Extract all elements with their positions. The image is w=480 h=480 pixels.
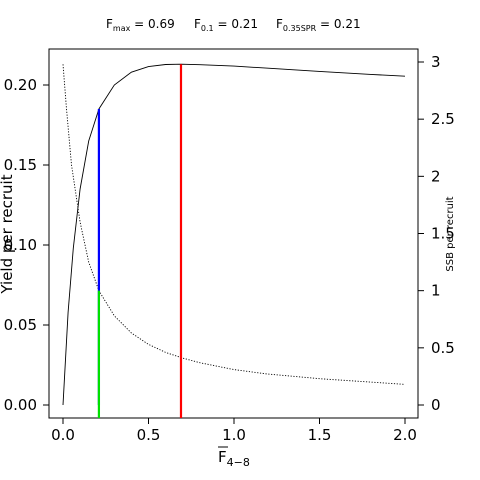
y2-tick-label: 1.5 <box>431 225 455 243</box>
y-tick-label: 0.00 <box>4 396 37 414</box>
x-tick-label: 2.0 <box>393 426 417 444</box>
yield-per-recruit-line <box>62 63 406 406</box>
title-item: F0.35SPR = 0.21 <box>276 17 361 33</box>
y2-tick-label: 0 <box>431 396 441 414</box>
chart-title: Fmax = 0.69 F0.1 = 0.21 F0.35SPR = 0.21 <box>106 17 361 33</box>
y-tick-label: 0.15 <box>4 156 37 174</box>
y-axis-left: 0.00 0.05 0.10 0.15 0.20 <box>4 76 49 414</box>
y-tick-label: 0.20 <box>4 76 37 94</box>
ssb-per-recruit-line <box>62 64 406 385</box>
reference-lines <box>97 64 183 418</box>
y2-tick-label: 3 <box>431 53 441 71</box>
series-layer <box>62 63 406 406</box>
title-item: F0.1 = 0.21 <box>194 17 258 33</box>
y2-tick-label: 0.5 <box>431 339 455 357</box>
x-axis: 0.0 0.5 1.0 1.5 2.0 <box>51 418 417 444</box>
y-axis-right: 0 0.5 1 1.5 2 2.5 3 <box>418 53 455 414</box>
x-tick-label: 0.5 <box>137 426 161 444</box>
x-tick-label: 1.5 <box>308 426 332 444</box>
y2-axis-label: SSB per recruit <box>445 196 456 271</box>
y-tick-label: 0.10 <box>4 236 37 254</box>
x-tick-label: 1.0 <box>222 426 246 444</box>
x-tick-label: 0.0 <box>51 426 75 444</box>
y2-tick-label: 2 <box>431 167 441 185</box>
x-label-text: F4−8 <box>218 448 250 469</box>
y2-tick-label: 2.5 <box>431 110 455 128</box>
plot-frame <box>48 48 419 419</box>
y-axis-label: Yield per recruit <box>0 174 16 294</box>
title-item: Fmax = 0.69 <box>106 17 175 33</box>
x-axis-label: F4−8 <box>218 446 250 469</box>
y-tick-label: 0.05 <box>4 316 37 334</box>
y2-tick-label: 1 <box>431 282 441 300</box>
